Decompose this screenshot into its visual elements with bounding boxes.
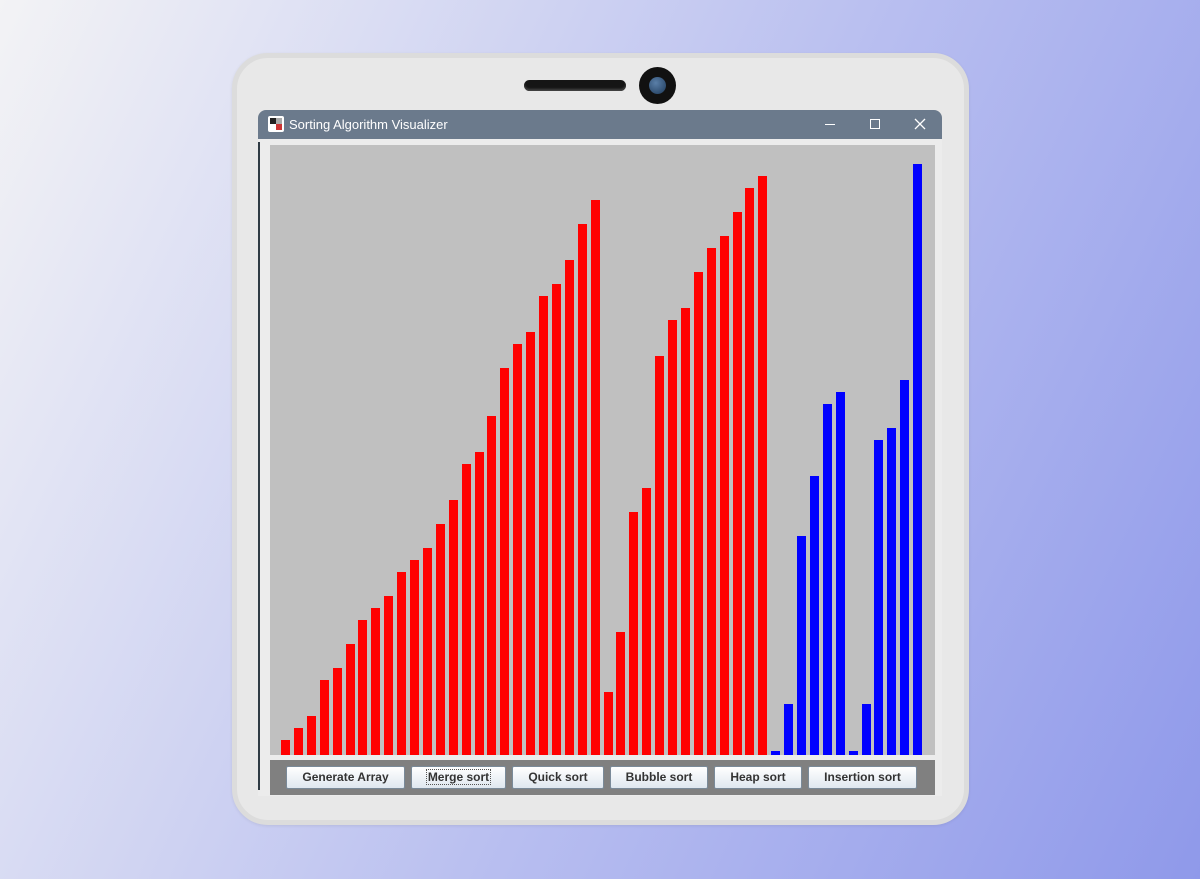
close-button[interactable]	[898, 110, 942, 139]
quick-sort-button[interactable]: Quick sort	[512, 766, 604, 789]
array-bar	[384, 596, 394, 755]
array-bar	[358, 620, 368, 755]
array-bar	[655, 356, 665, 755]
array-bar	[564, 260, 574, 755]
array-bar	[410, 560, 419, 755]
generate-array-label: Generate Array	[302, 770, 389, 784]
array-bar	[487, 416, 497, 755]
minimize-icon	[825, 124, 835, 125]
array-bar	[680, 308, 690, 755]
speaker-slot	[524, 80, 626, 91]
minimize-button[interactable]	[808, 110, 852, 139]
array-bar	[500, 368, 510, 755]
array-bar	[719, 236, 729, 755]
array-bar	[371, 608, 381, 755]
array-bar	[577, 224, 587, 755]
array-bar	[848, 751, 858, 755]
array-bar	[887, 428, 897, 755]
array-bar	[809, 476, 819, 755]
array-bar	[771, 751, 781, 755]
quick-sort-label: Quick sort	[528, 770, 588, 784]
array-bar	[861, 704, 871, 755]
array-bar	[435, 524, 445, 755]
array-bar	[797, 536, 806, 755]
maximize-button[interactable]	[853, 110, 897, 139]
array-bar	[526, 332, 536, 755]
array-bar	[822, 404, 832, 755]
insertion-sort-label: Insertion sort	[824, 770, 901, 784]
heap-sort-button[interactable]: Heap sort	[714, 766, 802, 789]
array-bar	[448, 500, 458, 755]
title-bar[interactable]: Sorting Algorithm Visualizer	[258, 110, 942, 139]
window-title: Sorting Algorithm Visualizer	[289, 117, 448, 132]
maximize-icon	[870, 119, 880, 129]
array-bar	[293, 728, 303, 755]
array-bar	[668, 320, 677, 755]
array-bar	[590, 200, 600, 755]
array-bar	[551, 284, 561, 755]
array-bar	[758, 176, 768, 755]
array-bar	[306, 716, 316, 755]
array-bar	[603, 692, 613, 755]
merge-sort-button[interactable]: Merge sort	[411, 766, 506, 789]
window-border	[258, 142, 260, 790]
heap-sort-label: Heap sort	[730, 770, 786, 784]
array-bar	[461, 464, 471, 755]
button-panel: Generate Array Merge sort Quick sort Bub…	[270, 760, 935, 795]
array-bar	[642, 488, 652, 755]
array-bar	[706, 248, 716, 755]
java-app-icon	[268, 116, 284, 132]
array-bar	[281, 740, 290, 755]
array-bar	[539, 296, 548, 755]
array-bar	[616, 632, 626, 755]
array-bar	[693, 272, 703, 755]
array-bar	[629, 512, 639, 755]
array-bar	[745, 188, 755, 755]
array-bar	[422, 548, 432, 755]
array-bar	[900, 380, 910, 755]
array-bar	[319, 680, 329, 755]
array-bar	[835, 392, 845, 755]
array-bar	[345, 644, 355, 755]
close-icon	[914, 118, 926, 130]
array-bar	[732, 212, 742, 755]
camera-icon	[639, 67, 676, 104]
bubble-sort-button[interactable]: Bubble sort	[610, 766, 708, 789]
array-bar	[474, 452, 484, 755]
merge-sort-label: Merge sort	[425, 769, 492, 785]
array-bar	[332, 668, 342, 755]
array-bar	[784, 704, 794, 755]
generate-array-button[interactable]: Generate Array	[286, 766, 405, 789]
array-bar	[874, 440, 884, 755]
insertion-sort-button[interactable]: Insertion sort	[808, 766, 917, 789]
bubble-sort-label: Bubble sort	[625, 770, 693, 784]
array-bar	[513, 344, 523, 755]
array-bar	[397, 572, 407, 755]
array-bar	[913, 164, 923, 755]
bar-canvas	[270, 145, 935, 755]
